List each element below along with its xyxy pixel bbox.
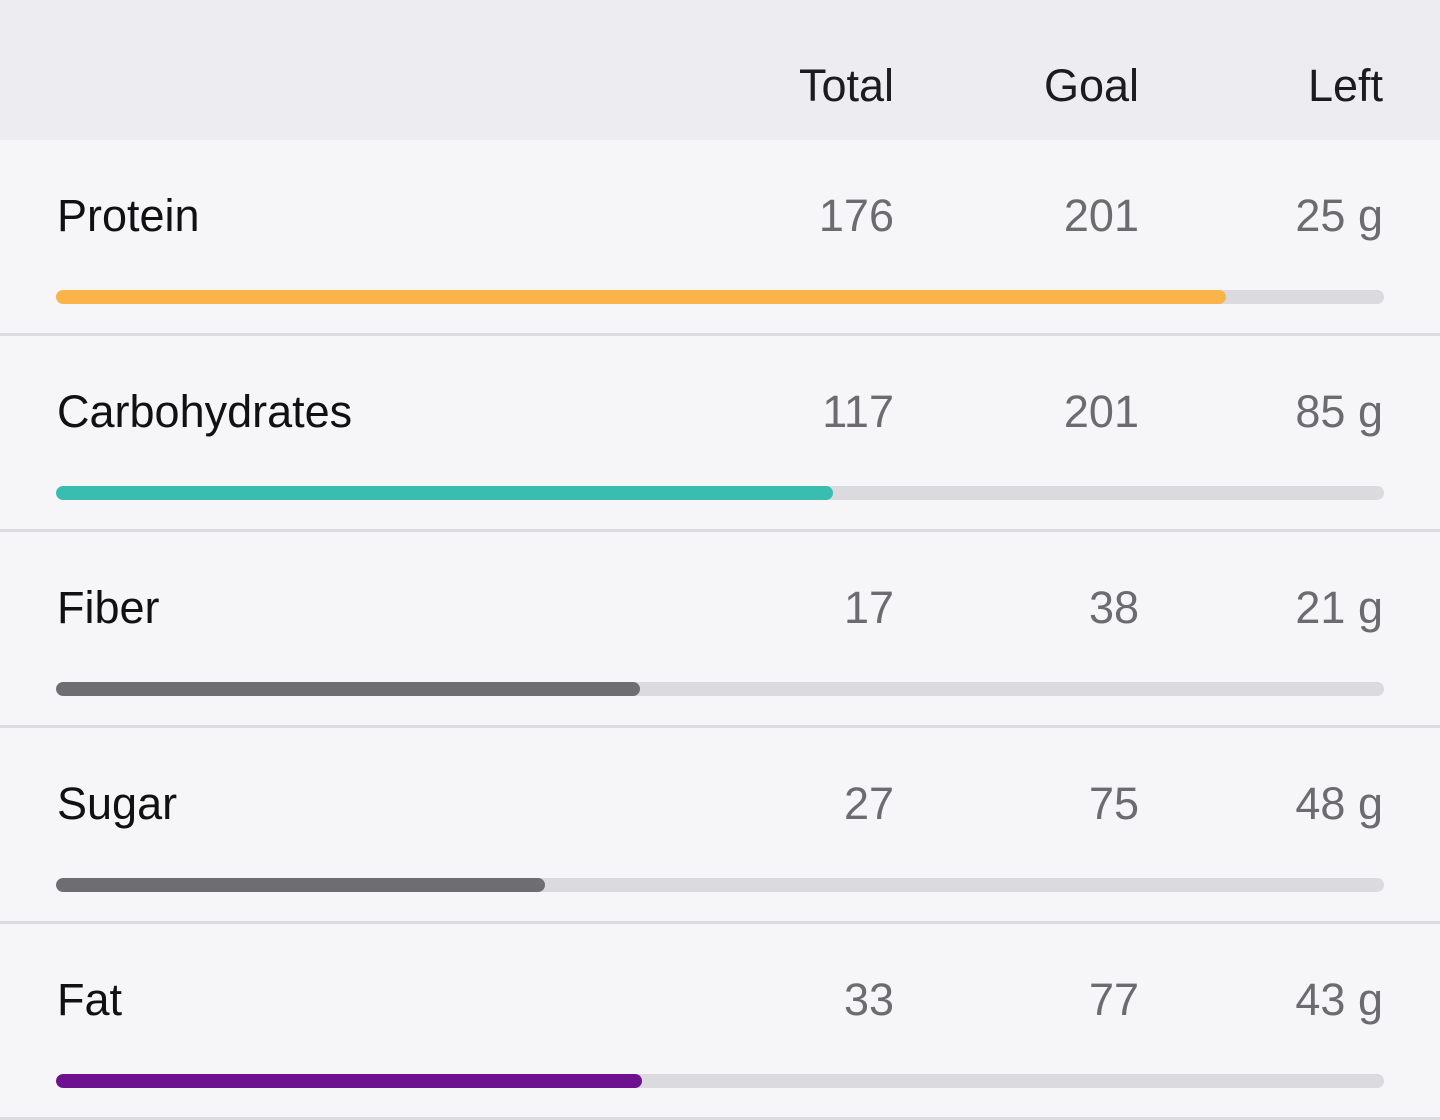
nutrient-total: 117 [822,386,894,437]
progress-track [56,290,1384,304]
progress-track [56,486,1384,500]
progress-fill [56,486,833,500]
header-left: Left [1307,60,1383,111]
nutrient-name: Carbohydrates [57,386,353,437]
nutrient-name: Fat [57,974,123,1025]
nutrient-left: 48 g [1295,778,1383,829]
nutrient-row-sugar[interactable]: Sugar 27 75 48 g [0,728,1440,924]
nutrient-left: 21 g [1295,582,1383,633]
nutrient-goal: 77 [1088,974,1139,1025]
nutrient-left: 85 g [1295,386,1383,437]
nutrient-goal: 201 [1063,386,1139,437]
nutrient-total: 27 [843,778,894,829]
table-header: Total Goal Left [0,0,1440,140]
progress-fill [56,1074,642,1088]
nutrient-row-protein[interactable]: Protein 176 201 25 g [0,140,1440,336]
progress-fill [56,682,641,696]
progress-track [56,682,1384,696]
header-total: Total [798,60,894,111]
nutrient-row-fiber[interactable]: Fiber 17 38 21 g [0,532,1440,728]
progress-fill [56,878,545,892]
header-goal: Goal [1043,60,1139,111]
progress-track [56,878,1384,892]
nutrient-left: 43 g [1295,974,1383,1025]
nutrient-goal: 38 [1088,582,1139,633]
nutrient-row-carbohydrates[interactable]: Carbohydrates 117 201 85 g [0,336,1440,532]
nutrient-goal: 201 [1063,190,1139,241]
nutrient-name: Fiber [57,582,160,633]
nutrient-row-fat[interactable]: Fat 33 77 43 g [0,924,1440,1120]
nutrient-left: 25 g [1295,190,1383,241]
nutrient-list: Protein 176 201 25 g Carbohydrates 117 2… [0,140,1440,1120]
nutrient-name: Sugar [57,778,178,829]
nutrient-name: Protein [57,190,200,241]
nutrient-total: 33 [843,974,894,1025]
nutrient-total: 17 [843,582,894,633]
progress-track [56,1074,1384,1088]
nutrient-total: 176 [818,190,894,241]
progress-fill [56,290,1226,304]
nutrient-goal: 75 [1088,778,1139,829]
